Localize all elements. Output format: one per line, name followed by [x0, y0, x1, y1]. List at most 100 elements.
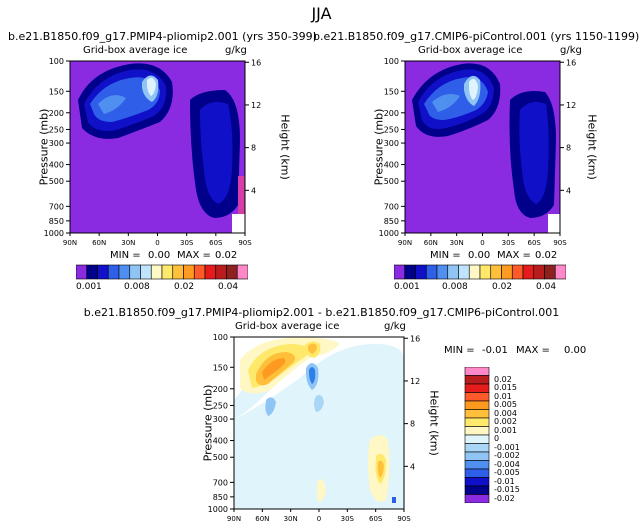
- colorbar-label: -0.004: [494, 459, 520, 469]
- y-right-tick-label: 12: [410, 377, 420, 386]
- colorbar-swatch: [464, 477, 490, 487]
- colorbar-swatch: [464, 434, 490, 444]
- y-tick-label: 150: [384, 87, 399, 96]
- colorbar-label: 0.002: [494, 417, 517, 426]
- x-tick-label: 60S: [527, 239, 541, 247]
- x-tick-label: 90N: [227, 515, 241, 523]
- y-axis-left: 100 150 200 250 300 400 500 700 850 1000: [44, 57, 70, 238]
- min-label: MIN =: [444, 345, 475, 356]
- x-tick-label: 60N: [255, 515, 269, 523]
- x-tick-label: 0: [155, 239, 159, 247]
- colorbar-swatch: [464, 485, 490, 495]
- max-label: MAX =: [497, 250, 531, 261]
- colorbar-swatch: [464, 375, 490, 385]
- x-axis: 90N 60N 30N 0 30S 60S 90S: [398, 233, 567, 247]
- plot-field: [234, 337, 404, 509]
- colorbar-diff-labels: 0.02 0.015 0.01 0.005 0.004 0.002 0.001 0 -0.001…: [494, 370, 554, 506]
- y-axis-left: 100 150 200 250 300 400 500 700 850 1000: [379, 57, 405, 238]
- y-tick-label: 1000: [208, 505, 228, 514]
- y-right-tick-label: 8: [410, 420, 415, 429]
- x-tick-label: 90S: [397, 515, 411, 523]
- y-axis-label: Pressure (mb): [201, 384, 215, 462]
- panel-units: g/kg: [225, 45, 247, 56]
- x-tick-label: 0: [317, 515, 321, 523]
- y-axis-right: 16 12 8 4: [404, 334, 420, 471]
- x-tick-label: 30N: [121, 239, 135, 247]
- y-tick-label: 700: [384, 202, 399, 211]
- min-value: -0.01: [482, 345, 508, 356]
- x-tick-label: 60N: [424, 239, 438, 247]
- y-tick-label: 1000: [44, 229, 64, 238]
- colorbar-label: 0.02: [492, 282, 513, 292]
- y-tick-label: 700: [213, 478, 228, 487]
- colorbar-right-labels: 0.001 0.008 0.02 0.04: [394, 282, 566, 294]
- panel-title: b.e21.B1850.f09_g17.PMIP4-pliomip2.001 (…: [8, 30, 317, 43]
- y-tick-label: 400: [213, 437, 228, 446]
- panel-title: b.e21.B1850.f09_g17.PMIP4-pliomip2.001 -…: [83, 306, 560, 319]
- x-tick-label: 0: [480, 239, 484, 247]
- x-tick-label: 30N: [284, 515, 298, 523]
- colorbar-label: 0.04: [218, 282, 239, 292]
- panel-subtitle: Grid-box average ice: [235, 321, 340, 332]
- y-right-tick-label: 16: [566, 58, 576, 67]
- max-value: 0.00: [564, 345, 587, 356]
- y-axis-right: 16 12 8 4: [560, 58, 576, 195]
- colorbar-label: -0.015: [494, 485, 520, 494]
- colorbar-label: 0.02: [174, 282, 195, 292]
- x-axis: 90N 60N 30N 0 30S 60S 90S: [227, 509, 411, 523]
- colorbar-swatch: [464, 451, 490, 461]
- y-tick-label: 1000: [379, 229, 399, 238]
- y-right-tick-label: 4: [410, 462, 415, 471]
- x-tick-label: 90N: [398, 239, 412, 247]
- y-tick-label: 500: [384, 177, 399, 186]
- y-right-tick-label: 16: [251, 58, 261, 67]
- x-tick-label: 60S: [369, 515, 383, 523]
- colorbar-swatch: [236, 264, 248, 280]
- colorbar-label: 0.015: [494, 383, 517, 392]
- y-right-tick-label: 8: [566, 144, 571, 153]
- min-value: 0.00: [468, 250, 491, 261]
- y-axis-right: 16 12 8 4: [245, 58, 261, 195]
- colorbar-label: -0.02: [494, 493, 515, 503]
- x-tick-label: 30S: [502, 239, 516, 247]
- y-tick-label: 150: [213, 363, 228, 372]
- y-tick-label: 700: [49, 202, 64, 211]
- x-tick-label: 30S: [180, 239, 194, 247]
- colorbar-swatch: [464, 367, 490, 376]
- y-tick-label: 850: [49, 217, 64, 226]
- colorbar-swatch: [464, 400, 490, 410]
- panel-units: g/kg: [560, 45, 582, 56]
- x-tick-label: 60N: [92, 239, 106, 247]
- colorbar-label: 0.01: [494, 391, 512, 401]
- colorbar-label: 0.001: [394, 282, 420, 292]
- y-right-tick-label: 8: [251, 144, 256, 153]
- y-tick-label: 150: [49, 87, 64, 96]
- y-tick-label: 200: [213, 385, 228, 394]
- colorbar-label: -0.005: [494, 468, 520, 477]
- y-tick-label: 300: [384, 139, 399, 148]
- panel-units: g/kg: [384, 321, 406, 332]
- x-tick-label: 90S: [553, 239, 567, 247]
- y-tick-label: 100: [384, 57, 399, 66]
- colorbar-right: [394, 264, 566, 280]
- x-axis: 90N 60N 30N 0 30S 60S 90S: [63, 233, 252, 247]
- y-tick-label: 200: [49, 109, 64, 118]
- plot-field: [405, 61, 560, 233]
- min-label: MIN =: [110, 250, 141, 261]
- colorbar-label: 0.04: [536, 282, 557, 292]
- y-tick-label: 400: [49, 161, 64, 170]
- y-axis-right-label: Height (km): [427, 390, 441, 456]
- colorbar-label: 0.02: [494, 374, 512, 384]
- min-label: MIN =: [430, 250, 461, 261]
- panel-title: b.e21.B1850.f09_g17.CMIP6-piControl.001 …: [313, 30, 640, 43]
- panel-subtitle: Grid-box average ice: [418, 45, 523, 56]
- colorbar-label: 0.008: [124, 282, 150, 292]
- colorbar-left: [76, 264, 248, 280]
- y-right-tick-label: 4: [251, 186, 256, 195]
- colorbar-swatch: [554, 264, 566, 280]
- y-tick-label: 300: [213, 415, 228, 424]
- colorbar-label: 0.005: [494, 400, 517, 409]
- y-tick-label: 250: [49, 125, 64, 134]
